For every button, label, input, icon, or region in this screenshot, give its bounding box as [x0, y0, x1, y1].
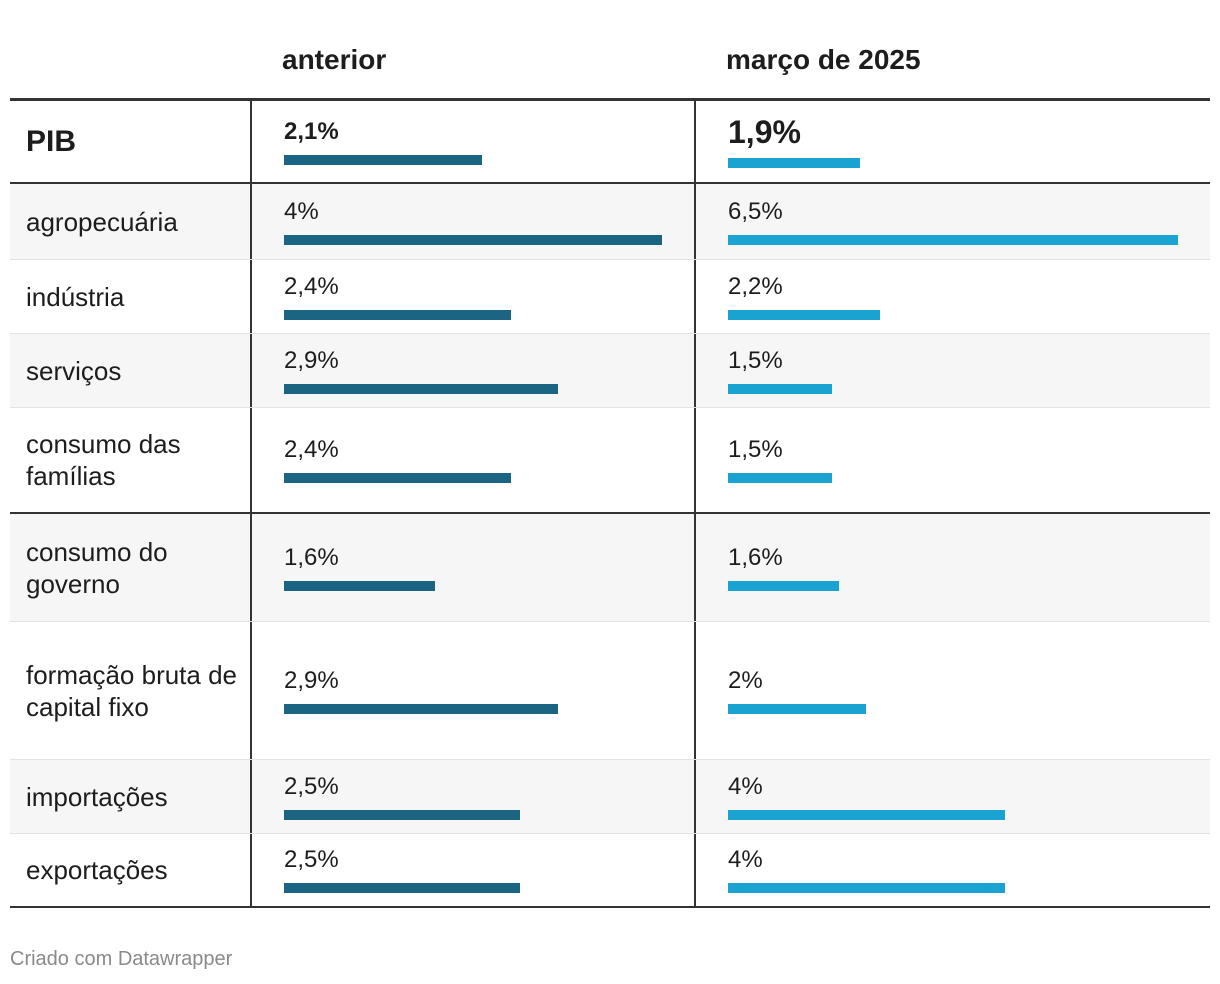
table-row: PIB 2,1% 1,9%: [10, 101, 1210, 184]
column-divider: [250, 760, 252, 833]
value-label-anterior: 2,4%: [284, 436, 339, 463]
table-row: formação bruta de capital fixo 2,9% 2%: [10, 622, 1210, 760]
value-label-anterior: 2,9%: [284, 346, 339, 374]
value-label-anterior: 4%: [284, 197, 319, 225]
column-divider: [694, 334, 696, 407]
value-label-marco: 6,5%: [728, 197, 783, 225]
value-cell-marco: 1,5%: [728, 334, 832, 407]
column-divider: [250, 184, 252, 259]
data-table: anterior março de 2025 PIB 2,1% 1,9% agrope…: [10, 0, 1210, 908]
column-divider: [694, 260, 696, 333]
row-label: exportações: [26, 855, 168, 885]
value-label-marco: 4%: [728, 772, 763, 800]
value-label-anterior: 2,9%: [284, 666, 339, 694]
row-label: formação bruta de capital fixo: [26, 659, 238, 722]
row-label: importações: [26, 781, 168, 812]
value-cell-marco: 6,5%: [728, 184, 1178, 259]
bar-anterior: [284, 473, 511, 483]
value-cell-anterior: 2,9%: [284, 622, 558, 759]
bar-anterior: [284, 703, 558, 714]
value-cell-anterior: 2,5%: [284, 760, 520, 833]
value-label-anterior: 2,5%: [284, 772, 339, 800]
bar-anterior: [284, 234, 662, 245]
bar-anterior: [284, 809, 520, 820]
bar-marco: [728, 309, 880, 320]
bar-marco: [728, 883, 1005, 893]
column-divider: [694, 184, 696, 259]
table-row: consumo do governo 1,6% 1,6%: [10, 514, 1210, 622]
row-label: PIB: [26, 124, 77, 158]
bar-marco: [728, 809, 1005, 820]
bar-anterior: [284, 154, 482, 165]
row-label: consumo das famílias: [26, 429, 181, 491]
value-label-anterior: 2,1%: [284, 117, 339, 145]
value-label-anterior: 2,4%: [284, 272, 339, 300]
table-row: agropecuária 4% 6,5%: [10, 184, 1210, 260]
row-label: serviços: [26, 355, 122, 386]
value-cell-marco: 2%: [728, 622, 866, 759]
column-divider: [250, 101, 252, 182]
column-header-anterior: anterior: [282, 44, 387, 75]
column-divider: [694, 834, 696, 906]
value-cell-marco: 1,5%: [728, 408, 832, 512]
value-cell-anterior: 4%: [284, 184, 662, 259]
column-divider: [250, 622, 252, 759]
value-cell-anterior: 2,5%: [284, 834, 520, 906]
value-cell-marco: 1,9%: [728, 101, 860, 182]
value-cell-anterior: 2,4%: [284, 408, 511, 512]
value-cell-marco: 4%: [728, 760, 1005, 833]
column-divider: [694, 408, 696, 512]
bar-marco: [728, 234, 1178, 245]
column-divider: [694, 622, 696, 759]
row-label: agropecuária: [26, 206, 178, 237]
value-cell-marco: 2,2%: [728, 260, 880, 333]
value-cell-anterior: 1,6%: [284, 514, 435, 621]
table-row: indústria 2,4% 2,2%: [10, 260, 1210, 334]
value-label-anterior: 2,5%: [284, 846, 339, 873]
table-row: consumo das famílias 2,4% 1,5%: [10, 408, 1210, 514]
value-label-marco: 1,5%: [728, 346, 783, 374]
value-label-marco: 4%: [728, 846, 763, 873]
bar-anterior: [284, 883, 520, 893]
value-label-marco: 1,5%: [728, 436, 783, 463]
bar-marco: [728, 473, 832, 483]
table-body: PIB 2,1% 1,9% agropecuária 4% 6,5% indústria 2,…: [10, 101, 1210, 908]
value-cell-anterior: 2,1%: [284, 101, 482, 182]
bar-anterior: [284, 383, 558, 394]
value-label-marco: 2%: [728, 666, 763, 694]
value-label-marco: 1,9%: [728, 113, 801, 150]
column-header-marco-2025: março de 2025: [726, 44, 921, 75]
column-divider: [694, 760, 696, 833]
value-label-marco: 2,2%: [728, 272, 783, 300]
column-divider: [694, 101, 696, 182]
value-cell-marco: 4%: [728, 834, 1005, 906]
bar-marco: [728, 703, 866, 714]
table-header: anterior março de 2025: [10, 0, 1210, 101]
row-label: consumo do governo: [26, 536, 168, 599]
datawrapper-credit[interactable]: Criado com Datawrapper: [10, 948, 233, 970]
value-label-anterior: 1,6%: [284, 543, 339, 571]
table-row: importações 2,5% 4%: [10, 760, 1210, 834]
column-divider: [250, 334, 252, 407]
value-label-marco: 1,6%: [728, 543, 783, 571]
bar-anterior: [284, 580, 435, 591]
value-cell-marco: 1,6%: [728, 514, 839, 621]
column-divider: [250, 260, 252, 333]
column-divider: [694, 514, 696, 621]
bar-anterior: [284, 309, 511, 320]
column-divider: [250, 834, 252, 906]
bar-marco: [728, 580, 839, 591]
table-row: serviços 2,9% 1,5%: [10, 334, 1210, 408]
column-divider: [250, 408, 252, 512]
bar-marco: [728, 157, 860, 168]
column-divider: [250, 514, 252, 621]
bar-marco: [728, 383, 832, 394]
value-cell-anterior: 2,4%: [284, 260, 511, 333]
table-row: exportações 2,5% 4%: [10, 834, 1210, 908]
value-cell-anterior: 2,9%: [284, 334, 558, 407]
row-label: indústria: [26, 281, 125, 312]
